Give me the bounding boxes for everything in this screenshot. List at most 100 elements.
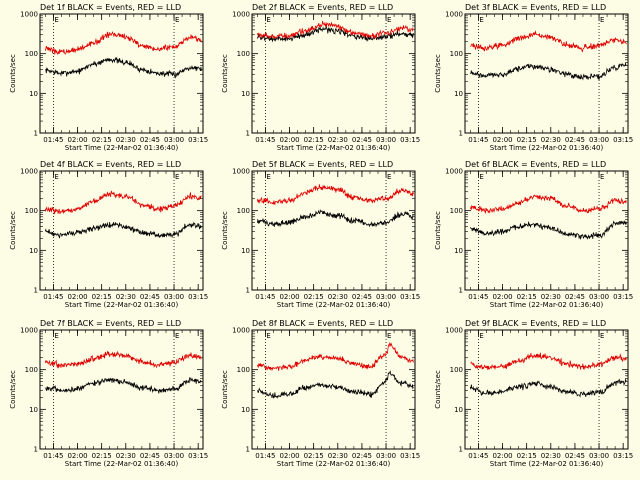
event-marker-label: E xyxy=(387,16,391,24)
y-tick-label: 100 xyxy=(237,50,250,58)
panel-title: Det 6f BLACK = Events, RED = LLD xyxy=(465,160,606,169)
y-tick-label: 10 xyxy=(29,406,38,414)
x-tick-label: 02:30 xyxy=(116,293,136,301)
series-line-events xyxy=(469,220,627,240)
series-line-events xyxy=(45,377,202,394)
y-axis-label: Counts/sec xyxy=(434,211,442,250)
event-marker-label: E xyxy=(175,173,179,181)
panel-det-9: Det 9f BLACK = Events, RED = LLD 1 10 100 10… xyxy=(434,319,633,468)
x-tick-label: 01:45 xyxy=(43,452,63,460)
event-marker-label: E xyxy=(479,173,483,181)
series-line-lld xyxy=(256,341,414,372)
x-tick-label: 02:15 xyxy=(517,293,537,301)
x-tick-label: 02:30 xyxy=(328,293,348,301)
x-tick-label: 03:15 xyxy=(188,136,208,144)
event-marker-label: E xyxy=(600,332,604,340)
y-tick-label: 1 xyxy=(459,287,463,295)
x-axis-label: Start Time (22-Mar-02 01:36:40) xyxy=(65,460,179,468)
y-tick-label: 1000 xyxy=(20,11,38,19)
y-tick-label: 10 xyxy=(241,90,250,98)
y-axis-label: Counts/sec xyxy=(9,370,17,409)
panel-det-5: Det 5f BLACK = Events, RED = LLD 1 10 100 10… xyxy=(221,160,420,309)
panel-title: Det 2f BLACK = Events, RED = LLD xyxy=(252,3,393,12)
y-tick-label: 1000 xyxy=(445,327,463,335)
panel-grid: Det 1f BLACK = Events, RED = LLD11010010… xyxy=(9,3,633,468)
x-tick-label: 01:45 xyxy=(468,293,488,301)
x-tick-label: 03:15 xyxy=(400,452,420,460)
y-axis-label: Counts/sec xyxy=(434,54,442,93)
x-axis-label: Start Time (22-Mar-02 01:36:40) xyxy=(490,460,604,468)
y-tick-label: 100 xyxy=(237,207,250,215)
event-marker-label: E xyxy=(54,16,58,24)
x-tick-label: 02:00 xyxy=(67,452,87,460)
series-line-events xyxy=(257,370,414,400)
panel-title: Det 9f BLACK = Events, RED = LLD xyxy=(465,319,606,328)
x-tick-label: 02:30 xyxy=(541,136,561,144)
x-tick-label: 02:00 xyxy=(279,293,299,301)
y-tick-label: 1000 xyxy=(445,11,463,19)
y-tick-label: 10 xyxy=(29,90,38,98)
y-tick-label: 1 xyxy=(34,287,38,295)
x-tick-label: 03:15 xyxy=(188,293,208,301)
x-tick-label: 02:00 xyxy=(67,136,87,144)
x-tick-label: 03:00 xyxy=(164,293,184,301)
y-tick-label: 100 xyxy=(25,207,38,215)
y-axis-label: Counts/sec xyxy=(221,211,229,250)
y-tick-label: 100 xyxy=(237,366,250,374)
y-tick-label: 1000 xyxy=(445,168,463,176)
y-tick-label: 1 xyxy=(459,446,463,454)
event-marker-label: E xyxy=(600,16,604,24)
panel-det-8: Det 8f BLACK = Events, RED = LLD 1 10 100 10… xyxy=(221,319,420,468)
event-marker-label: E xyxy=(54,332,58,340)
x-tick-label: 03:00 xyxy=(589,452,609,460)
series-line-events xyxy=(256,25,414,43)
y-tick-label: 10 xyxy=(454,406,463,414)
y-tick-label: 100 xyxy=(450,207,463,215)
event-marker-label: E xyxy=(266,332,270,340)
x-tick-label: 02:30 xyxy=(328,136,348,144)
x-tick-label: 01:45 xyxy=(255,452,275,460)
y-tick-label: 100 xyxy=(450,50,463,58)
panel-det-6: Det 6f BLACK = Events, RED = LLD 1 10 100 10… xyxy=(434,160,633,309)
event-marker-label: E xyxy=(266,16,270,24)
x-tick-label: 03:00 xyxy=(164,136,184,144)
x-axis-label: Start Time (22-Mar-02 01:36:40) xyxy=(490,301,604,309)
x-tick-label: 02:00 xyxy=(279,452,299,460)
x-tick-label: 02:00 xyxy=(492,136,512,144)
x-tick-label: 03:15 xyxy=(400,293,420,301)
y-tick-label: 100 xyxy=(450,366,463,374)
panel-title: Det 4f BLACK = Events, RED = LLD xyxy=(40,160,181,169)
x-tick-label: 02:45 xyxy=(565,136,585,144)
y-tick-label: 1000 xyxy=(232,168,250,176)
series-line-lld xyxy=(469,194,627,215)
plot-frame xyxy=(464,329,629,450)
y-tick-label: 1000 xyxy=(232,327,250,335)
series-line-lld xyxy=(470,352,627,371)
x-axis-label: Start Time (22-Mar-02 01:36:40) xyxy=(277,144,391,152)
plot-frame xyxy=(251,170,416,291)
x-tick-label: 02:15 xyxy=(304,452,324,460)
x-tick-label: 02:15 xyxy=(92,452,112,460)
x-tick-label: 02:45 xyxy=(352,452,372,460)
series-line-lld xyxy=(44,31,202,55)
event-marker-label: E xyxy=(387,332,391,340)
plot-frame xyxy=(251,13,416,134)
x-tick-label: 02:00 xyxy=(492,293,512,301)
x-tick-label: 02:45 xyxy=(565,452,585,460)
y-tick-label: 1 xyxy=(459,130,463,138)
x-tick-label: 01:45 xyxy=(255,136,275,144)
panel-title: Det 7f BLACK = Events, RED = LLD xyxy=(40,319,181,328)
series-line-lld xyxy=(256,20,414,40)
x-tick-label: 02:00 xyxy=(279,136,299,144)
plot-frame xyxy=(464,170,629,291)
x-tick-label: 02:30 xyxy=(541,452,561,460)
y-tick-label: 10 xyxy=(241,247,250,255)
x-tick-label: 02:15 xyxy=(517,452,537,460)
y-tick-label: 10 xyxy=(454,90,463,98)
y-tick-label: 1 xyxy=(246,446,250,454)
x-tick-label: 02:45 xyxy=(352,293,372,301)
x-tick-label: 01:45 xyxy=(43,293,63,301)
x-tick-label: 02:30 xyxy=(541,293,561,301)
y-tick-label: 100 xyxy=(25,366,38,374)
series-line-lld xyxy=(256,184,414,206)
